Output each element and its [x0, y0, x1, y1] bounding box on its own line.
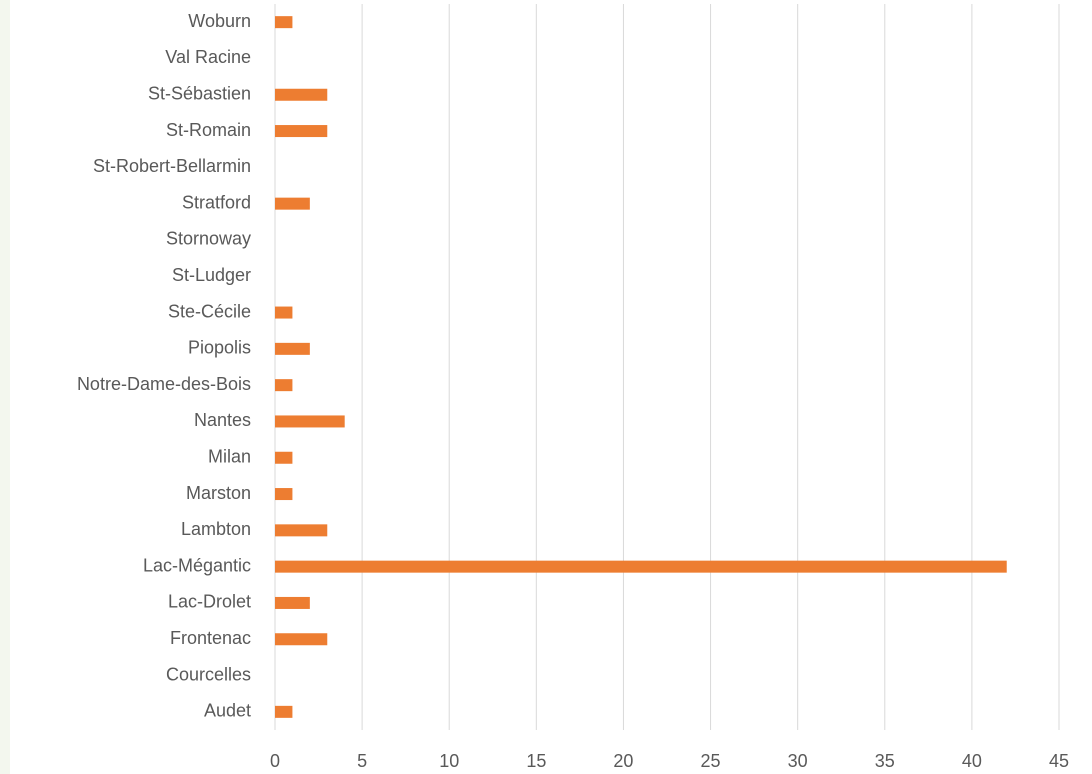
bar	[275, 125, 328, 138]
x-tick-label: 10	[439, 751, 459, 771]
y-tick-label: Courcelles	[166, 664, 251, 684]
y-tick-label: St-Sébastien	[148, 84, 251, 104]
bar	[275, 451, 293, 464]
bar	[275, 633, 328, 646]
y-tick-label: Notre-Dame-des-Bois	[77, 374, 251, 394]
x-tick-label: 30	[788, 751, 808, 771]
bar	[275, 415, 345, 428]
bar	[275, 342, 310, 355]
bar	[275, 488, 293, 501]
x-tick-label: 40	[962, 751, 982, 771]
x-tick-label: 20	[613, 751, 633, 771]
y-tick-label: Lac-Mégantic	[143, 555, 251, 575]
y-tick-label: St-Ludger	[172, 265, 251, 285]
side-strip	[0, 0, 10, 774]
x-tick-label: 45	[1049, 751, 1069, 771]
y-tick-label: St-Romain	[166, 120, 251, 140]
x-tick-label: 25	[701, 751, 721, 771]
y-tick-label: Milan	[208, 447, 251, 467]
bar	[275, 306, 293, 319]
x-tick-label: 5	[357, 751, 367, 771]
y-tick-label: Lac-Drolet	[168, 592, 251, 612]
y-tick-label: Nantes	[194, 410, 251, 430]
bar	[275, 596, 310, 609]
bar	[275, 705, 293, 718]
bar	[275, 379, 293, 392]
bar	[275, 524, 328, 537]
y-tick-label: Woburn	[188, 11, 251, 31]
y-tick-label: Frontenac	[170, 628, 251, 648]
y-tick-label: St-Robert-Bellarmin	[93, 156, 251, 176]
bar	[275, 16, 293, 29]
y-tick-label: Marston	[186, 483, 251, 503]
x-tick-label: 35	[875, 751, 895, 771]
y-tick-label: Audet	[204, 701, 251, 721]
bar	[275, 88, 328, 101]
x-tick-label: 15	[526, 751, 546, 771]
bar	[275, 560, 1007, 573]
y-tick-label: Lambton	[181, 519, 251, 539]
y-tick-label: Val Racine	[165, 47, 251, 67]
y-tick-label: Ste-Cécile	[168, 301, 251, 321]
y-tick-label: Stratford	[182, 192, 251, 212]
x-tick-label: 0	[270, 751, 280, 771]
y-tick-label: Stornoway	[166, 229, 251, 249]
y-tick-label: Piopolis	[188, 338, 251, 358]
bar	[275, 197, 310, 210]
